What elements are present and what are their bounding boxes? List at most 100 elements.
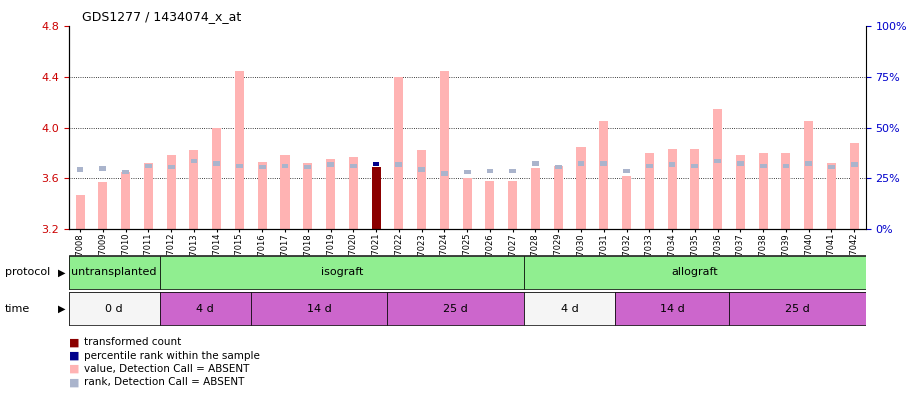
Bar <box>326 159 335 229</box>
Bar <box>257 162 267 229</box>
Bar <box>77 167 83 172</box>
Text: 14 d: 14 d <box>660 304 684 314</box>
Bar <box>280 156 289 229</box>
Bar <box>350 164 356 168</box>
Bar <box>190 150 199 229</box>
Bar <box>508 181 518 229</box>
Bar <box>69 292 159 325</box>
Bar <box>349 157 358 229</box>
Bar <box>737 161 744 166</box>
Bar <box>714 158 721 163</box>
Bar <box>144 163 153 229</box>
Text: 0 d: 0 d <box>105 304 123 314</box>
Bar <box>75 195 84 229</box>
Bar <box>599 121 608 229</box>
Text: transformed count: transformed count <box>84 337 181 347</box>
Bar <box>576 147 585 229</box>
Text: ■: ■ <box>69 364 79 374</box>
Bar <box>691 149 700 229</box>
Bar <box>303 163 312 229</box>
Bar <box>827 163 836 229</box>
Bar <box>524 256 866 289</box>
Bar <box>616 292 729 325</box>
Bar <box>69 256 159 289</box>
Bar <box>669 162 675 167</box>
Bar <box>159 256 524 289</box>
Bar <box>441 171 448 176</box>
Bar <box>850 143 859 229</box>
Bar <box>578 161 584 166</box>
Text: percentile rank within the sample: percentile rank within the sample <box>84 351 260 360</box>
Text: 25 d: 25 d <box>785 304 810 314</box>
Bar <box>145 164 152 168</box>
Bar <box>98 182 107 229</box>
Bar <box>486 168 494 173</box>
Bar <box>524 292 616 325</box>
Bar <box>485 181 495 229</box>
Text: ■: ■ <box>69 377 79 387</box>
Text: ■: ■ <box>69 351 79 360</box>
Bar <box>304 165 311 169</box>
Bar <box>259 165 266 169</box>
Bar <box>100 166 106 171</box>
Bar <box>553 166 562 229</box>
Text: untransplanted: untransplanted <box>71 267 157 277</box>
Bar <box>167 156 176 229</box>
Text: 14 d: 14 d <box>307 304 332 314</box>
Bar <box>463 178 472 229</box>
Bar <box>736 156 745 229</box>
Text: 4 d: 4 d <box>561 304 579 314</box>
Bar <box>646 164 653 168</box>
Bar <box>622 176 631 229</box>
Bar <box>327 162 334 167</box>
Bar <box>645 153 654 229</box>
Bar <box>782 164 790 168</box>
Bar <box>805 161 812 166</box>
Bar <box>168 165 175 169</box>
Bar <box>213 128 222 229</box>
Bar <box>440 70 449 229</box>
Bar <box>804 121 813 229</box>
Bar <box>372 167 381 229</box>
Text: ▶: ▶ <box>58 304 65 314</box>
Bar <box>623 168 630 173</box>
Bar <box>555 165 562 169</box>
Bar <box>781 153 791 229</box>
Text: allograft: allograft <box>671 267 718 277</box>
Bar <box>419 167 425 172</box>
Bar <box>234 70 244 229</box>
Text: protocol: protocol <box>5 267 49 277</box>
Bar <box>463 170 471 175</box>
Bar <box>159 292 251 325</box>
Bar <box>121 172 130 229</box>
Bar <box>531 168 540 229</box>
Bar <box>281 164 289 168</box>
Bar <box>532 161 539 166</box>
Bar <box>828 165 834 169</box>
Bar <box>122 170 129 175</box>
Bar <box>394 77 403 229</box>
Bar <box>713 109 722 229</box>
Bar <box>387 292 524 325</box>
Text: time: time <box>5 304 30 314</box>
Text: 25 d: 25 d <box>443 304 468 314</box>
Text: 4 d: 4 d <box>196 304 214 314</box>
Bar <box>417 150 426 229</box>
Text: ■: ■ <box>69 337 79 347</box>
Text: GDS1277 / 1434074_x_at: GDS1277 / 1434074_x_at <box>82 10 242 23</box>
Bar <box>373 162 379 166</box>
Bar <box>191 158 197 163</box>
Bar <box>759 164 767 168</box>
Bar <box>851 162 857 167</box>
Bar <box>668 149 677 229</box>
Bar <box>692 164 698 168</box>
Bar <box>251 292 387 325</box>
Bar <box>236 164 243 168</box>
Bar <box>213 161 220 166</box>
Bar <box>509 168 516 173</box>
Text: value, Detection Call = ABSENT: value, Detection Call = ABSENT <box>84 364 250 374</box>
Text: isograft: isograft <box>321 267 363 277</box>
Text: rank, Detection Call = ABSENT: rank, Detection Call = ABSENT <box>84 377 245 387</box>
Bar <box>396 162 402 167</box>
Text: ▶: ▶ <box>58 267 65 277</box>
